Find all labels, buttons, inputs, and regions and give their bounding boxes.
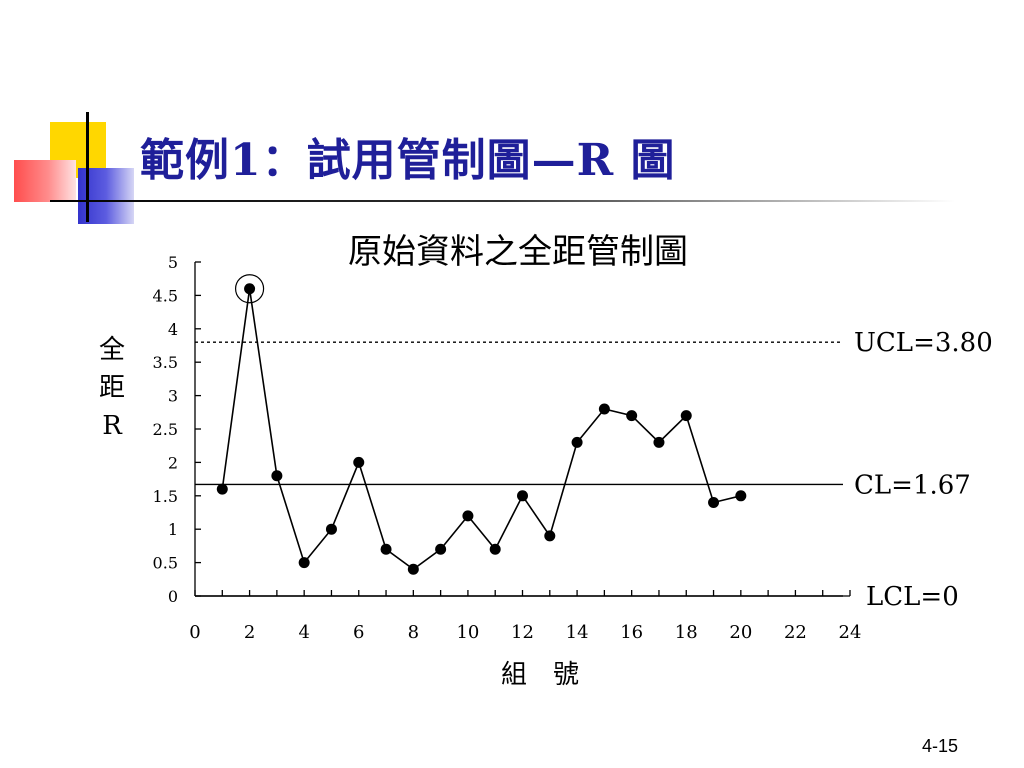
data-point [708, 496, 720, 508]
y-tick-label: 1.5 [153, 487, 178, 506]
control-line-label: LCL=0 [866, 582, 959, 612]
x-axis-label: 組 號 [501, 660, 579, 690]
y-tick-label: 3 [168, 387, 178, 406]
control-line-label: UCL=3.80 [854, 328, 993, 358]
x-tick-label: 4 [298, 622, 309, 643]
x-tick-label: 2 [244, 622, 255, 643]
y-tick-label: 3.5 [153, 353, 178, 372]
y-axis-label: R [102, 411, 123, 441]
data-point [626, 410, 638, 422]
y-tick-label: 1 [168, 520, 178, 539]
x-tick-label: 20 [729, 622, 752, 643]
slide-title: 範例1：試用管制圖—R 圖 [140, 135, 676, 186]
data-point [216, 483, 228, 495]
data-point [462, 510, 474, 522]
data-point [571, 436, 583, 448]
data-point [735, 490, 747, 502]
highlight-circle [234, 274, 265, 304]
x-tick-label: 6 [353, 622, 364, 643]
data-point [653, 436, 665, 448]
data-point [489, 543, 501, 555]
data-point [244, 283, 256, 295]
data-point [298, 557, 310, 569]
x-tick-label: 16 [620, 622, 643, 643]
page-number: 4-15 [922, 736, 959, 756]
y-tick-label: 5 [168, 253, 178, 272]
decor-red-square [14, 160, 76, 202]
data-point [435, 543, 447, 555]
control-line-label: CL=1.67 [854, 470, 971, 500]
data-point [271, 470, 283, 482]
data-point [325, 523, 337, 535]
x-tick-label: 10 [456, 622, 479, 643]
data-point [598, 403, 610, 415]
x-tick-label: 24 [839, 622, 862, 643]
data-point [680, 410, 692, 422]
x-tick-label: 18 [675, 622, 698, 643]
x-tick-label: 12 [511, 622, 534, 643]
x-tick-label: 0 [189, 622, 200, 643]
y-tick-label: 4 [168, 320, 178, 339]
y-axis-label: 距 [99, 373, 125, 403]
y-tick-label: 2.5 [153, 420, 178, 439]
y-tick-label: 0 [168, 587, 178, 606]
data-line [221, 288, 742, 571]
chart-title: 原始資料之全距管制圖 [348, 232, 688, 272]
x-tick-label: 8 [408, 622, 419, 643]
x-tick-label: 22 [784, 622, 807, 643]
decor-vertical-line [86, 112, 89, 222]
y-tick-label: 4.5 [153, 286, 178, 305]
x-tick-label: 14 [566, 622, 589, 643]
y-tick-label: 0.5 [153, 554, 178, 573]
title-underline [50, 200, 955, 202]
y-axis-label: 全 [99, 335, 125, 365]
data-point [380, 543, 392, 555]
data-point [353, 456, 365, 468]
y-tick-label: 2 [168, 453, 178, 472]
data-point [517, 490, 528, 502]
data-point [407, 563, 419, 575]
data-point [544, 530, 556, 542]
